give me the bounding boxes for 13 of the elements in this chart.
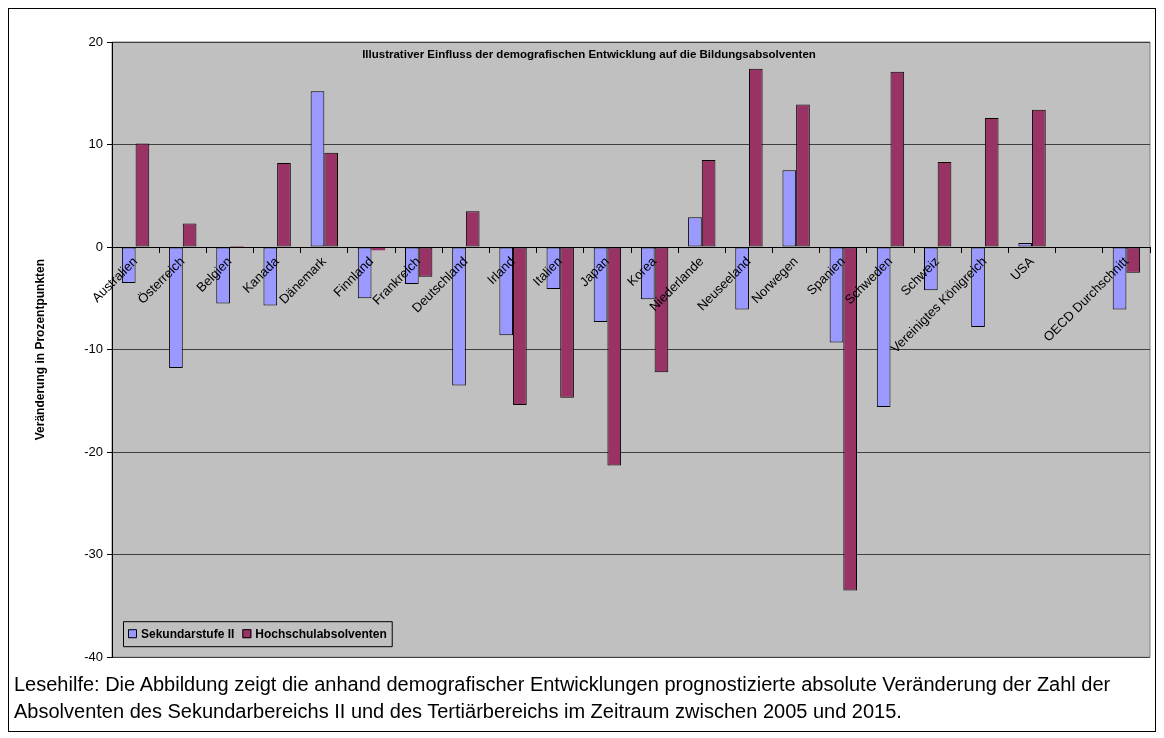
y-tick-label: 10 [88, 136, 103, 152]
y-tick-label: -30 [84, 546, 103, 562]
y-axis-title: Veränderung in Prozentpunkten [32, 258, 47, 441]
y-tick-label: -40 [84, 648, 103, 664]
legend-label: Hochschulabsolventen [255, 627, 387, 642]
legend-label: Sekundarstufe II [141, 627, 235, 642]
y-tick-label: -20 [84, 443, 103, 459]
y-tick-label: 0 [95, 238, 103, 254]
text: Lesehilfe: Die Abbildung zeigt die anhand demografischer Entwicklungen prognostizierte absolute Veränderung der Zahl der Absolventen des Sekundarbereichs II und des Tertiärbereichs im Zeitraum zwischen 2005 und 2015. [14, 672, 1112, 724]
y-tick-label: 20 [88, 33, 103, 49]
y-tick-label: -10 [84, 341, 103, 357]
x-tick-label: USA [1007, 253, 1037, 284]
text: Illustrativer Einfluss der demografischen Entwicklung auf die Bildungsabsolventen [362, 48, 816, 61]
